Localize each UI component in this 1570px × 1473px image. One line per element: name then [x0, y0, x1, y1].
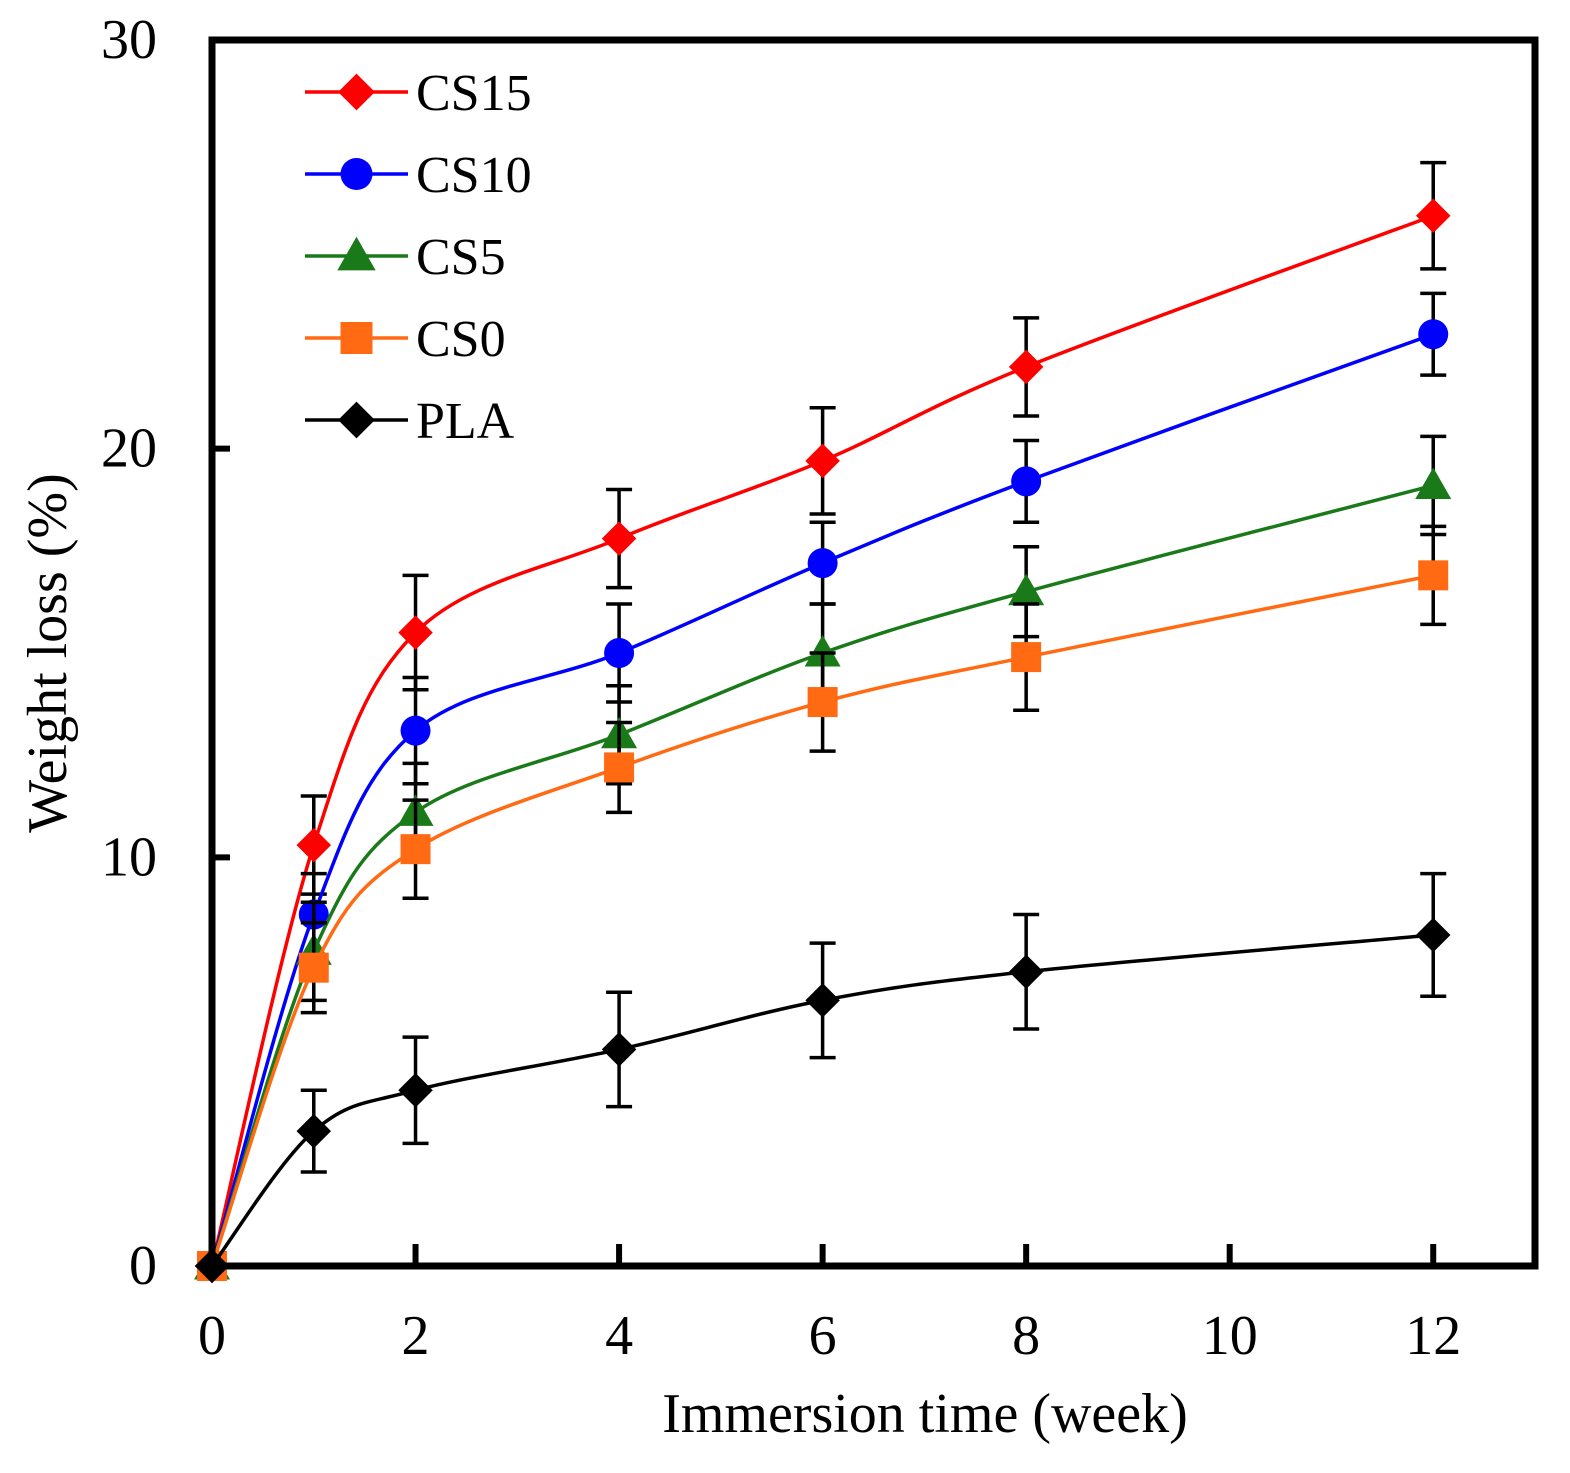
data-point-cs5	[1008, 573, 1045, 606]
x-axis-ticks: 0 2 4 6 8 10 12	[198, 1244, 1461, 1367]
legend-marker	[338, 401, 375, 439]
x-axis-title: Immersion time (week)	[662, 1383, 1188, 1445]
data-point-cs10	[1011, 466, 1042, 497]
data-point-cs0	[1418, 560, 1449, 591]
y-axis-title: Weight loss (%)	[17, 473, 79, 832]
data-point-cs10	[604, 638, 635, 668]
x-tick-label: 4	[605, 1305, 633, 1367]
data-point-cs15	[805, 443, 840, 479]
y-tick-label: 10	[101, 826, 157, 888]
data-point-pla	[601, 1032, 637, 1067]
data-point-cs5	[804, 635, 841, 667]
data-point-cs0	[298, 952, 329, 983]
legend-item-cs0: CS0	[305, 311, 506, 368]
data-point-pla	[1415, 917, 1451, 953]
legend-label: PLA	[416, 393, 515, 450]
data-point-cs5	[1415, 467, 1452, 499]
y-tick-label: 0	[129, 1235, 157, 1297]
data-point-cs0	[1011, 642, 1042, 673]
series-pla	[194, 871, 1451, 1284]
x-tick-label: 10	[1202, 1305, 1258, 1367]
axes: 0 2 4 6 8 10 12 0 10 20 30	[101, 9, 1539, 1367]
x-tick-label: 2	[402, 1305, 430, 1367]
legend-item-cs5: CS5	[305, 229, 506, 286]
data-point-cs15	[296, 827, 332, 863]
data-point-cs15	[398, 615, 433, 650]
data-point-cs15	[1415, 198, 1451, 233]
data-point-cs10	[1418, 319, 1449, 350]
data-point-cs0	[807, 687, 838, 718]
y-tick-label: 20	[101, 418, 157, 480]
data-point-cs15	[601, 521, 637, 556]
data-point-cs10	[400, 715, 431, 746]
legend-label: CS0	[416, 311, 506, 368]
data-point-pla	[398, 1073, 433, 1108]
series-cs0	[197, 524, 1449, 1281]
data-point-cs10	[807, 548, 838, 579]
x-tick-label: 0	[198, 1305, 226, 1367]
legend-item-cs15: CS15	[305, 65, 532, 122]
legend-marker	[340, 322, 373, 354]
legend-item-cs10: CS10	[305, 147, 532, 204]
data-point-pla	[805, 983, 840, 1018]
series-cs15	[194, 160, 1451, 1284]
legend-marker	[340, 158, 373, 190]
legend-item-pla: PLA	[305, 393, 515, 450]
legend-marker	[338, 73, 375, 111]
data-point-cs0	[604, 752, 635, 783]
legend-label: CS10	[416, 147, 532, 204]
data-point-pla	[1008, 954, 1044, 990]
x-tick-label: 8	[1012, 1305, 1040, 1367]
plot-area	[194, 160, 1452, 1284]
y-tick-label: 30	[101, 9, 157, 71]
x-tick-label: 12	[1405, 1305, 1461, 1367]
data-point-pla	[296, 1113, 332, 1149]
data-point-cs15	[1008, 349, 1044, 385]
legend-label: CS5	[416, 229, 506, 286]
x-tick-label: 6	[809, 1305, 837, 1367]
y-axis-ticks: 0 10 20 30	[101, 9, 230, 1297]
data-point-cs0	[400, 834, 431, 865]
legend: CS15 CS10 CS5 CS0 PLA	[305, 65, 532, 450]
legend-label: CS15	[416, 65, 532, 122]
plot-frame	[208, 36, 1539, 1270]
legend-marker	[337, 236, 376, 271]
